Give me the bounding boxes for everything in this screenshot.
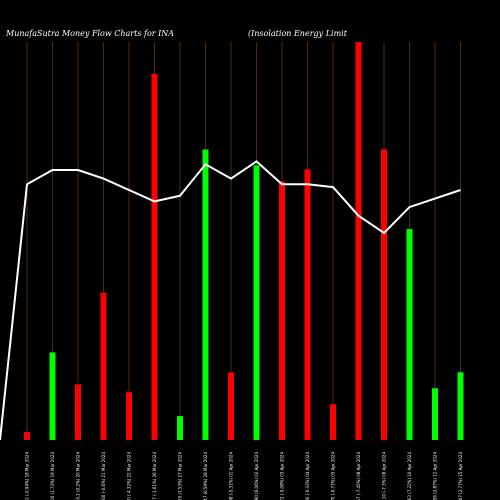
bar xyxy=(126,392,132,440)
money-flow-line xyxy=(0,160,461,441)
x-tick-label: 96.08 (-5.31%) 01 Apr 2024 xyxy=(229,452,234,500)
x-tick-label: 101.90 (6.06%) 02 Apr 2024 xyxy=(254,452,259,500)
x-tick-label: 100.2 (0.2%) 20 Mar 2024 xyxy=(76,452,81,500)
x-tick-label: 93.07 (2.77%) 15 Apr 2024 xyxy=(458,452,463,500)
bar xyxy=(151,73,158,440)
bar xyxy=(457,372,464,440)
bar xyxy=(75,384,81,440)
bars xyxy=(24,42,464,441)
bar xyxy=(100,292,107,440)
x-tick-label: 95.30 (-4.32%) 22 Mar 2024 xyxy=(127,452,132,500)
bar xyxy=(381,149,387,440)
bar xyxy=(253,165,260,440)
x-axis-labels: 93.2 (-0.94%) 18 Mar 2024 100.00 (1.73%) … xyxy=(25,452,464,500)
bar xyxy=(304,169,311,441)
bar xyxy=(202,149,209,440)
x-tick-label: 93.2 (-0.94%) 18 Mar 2024 xyxy=(25,452,30,500)
bar xyxy=(49,352,56,440)
x-tick-label: 96.40 (-0.33%) 04 Apr 2024 xyxy=(305,452,310,500)
bar xyxy=(279,181,285,441)
bar xyxy=(406,229,413,440)
x-tick-label: 95.70 (-0.73%) 05 Apr 2024 xyxy=(331,452,336,500)
x-tick-label: 95.20 (1.53%) 27 Mar 2024 xyxy=(178,452,183,500)
bar xyxy=(355,42,362,440)
bar xyxy=(177,416,183,440)
bar xyxy=(330,404,336,440)
bar xyxy=(228,372,234,440)
x-tick-label: 100.00 (1.73%) 19 Mar 2024 xyxy=(50,452,55,500)
x-tick-label: 93.77 (-1.61%) 26 Mar 2024 xyxy=(152,452,157,500)
bar xyxy=(432,388,438,440)
x-tick-label: 82.10 (-7.3%) 09 Apr 2024 xyxy=(382,452,387,500)
x-tick-label: 96.72 (-5.08%) 03 Apr 2024 xyxy=(280,452,285,500)
x-tick-label: 88.57 (-7.45%) 08 Apr 2024 xyxy=(356,452,361,500)
x-tick-label: 88.03 (7.22%) 10 Apr 2024 xyxy=(407,452,412,500)
x-tick-label: 99.60 (-0.6%) 21 Mar 2024 xyxy=(101,452,106,500)
chart-subtitle: (Insolation Energy Limit xyxy=(248,29,348,38)
x-tick-label: 90.56 (2.87%) 12 Apr 2024 xyxy=(433,452,438,500)
chart-title: MunafaSutra Money Flow Charts for INA xyxy=(5,29,174,38)
bar xyxy=(24,432,30,440)
x-tick-label: 101.47 (6.59%) 28 Mar 2024 xyxy=(203,452,208,500)
